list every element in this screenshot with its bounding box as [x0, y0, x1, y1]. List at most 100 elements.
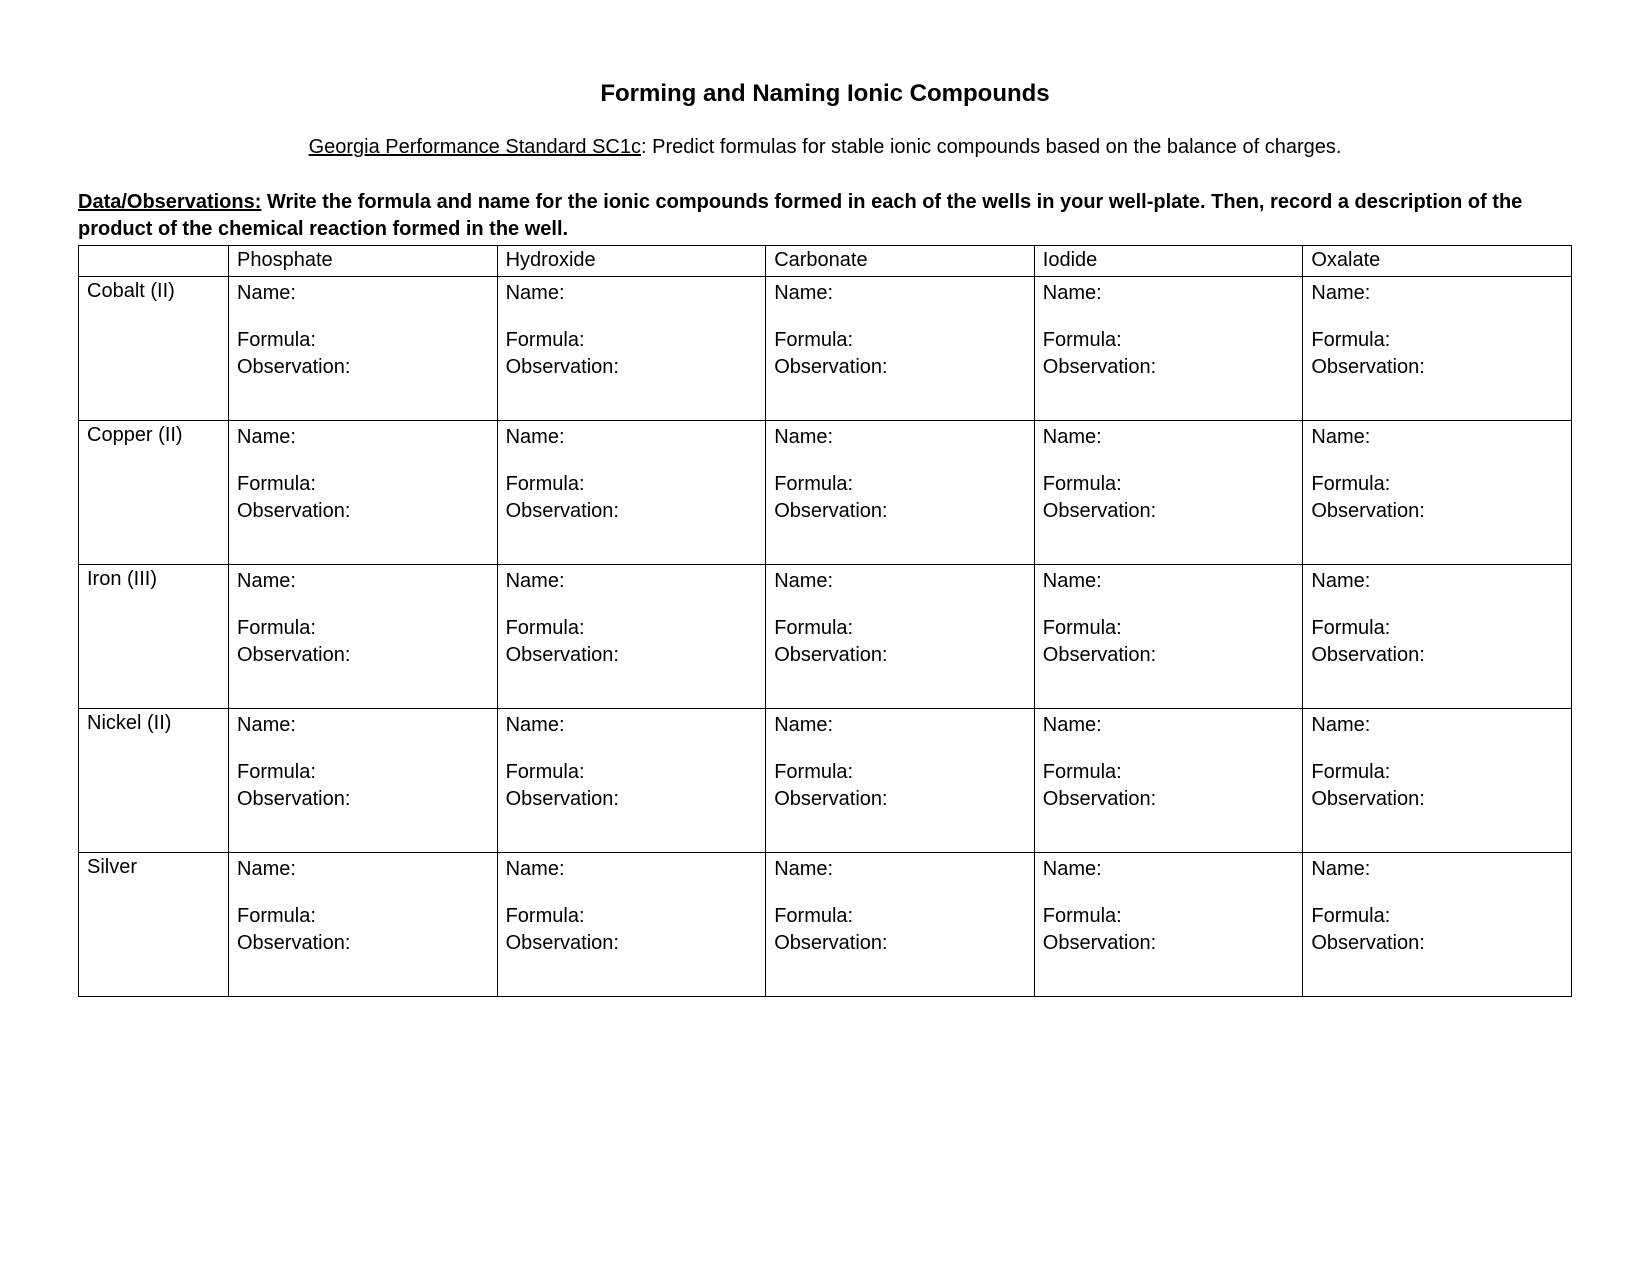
cell-observation-label: Observation:: [1311, 498, 1563, 525]
cell-formula-label: Formula:: [1311, 471, 1563, 498]
cell-name-label: Name:: [774, 280, 1026, 307]
cation-label: Cobalt (II): [79, 277, 229, 421]
header-anion: Oxalate: [1303, 246, 1572, 277]
cell-formula-label: Formula:: [1043, 759, 1295, 786]
data-cell: Name: Formula:Observation:: [1034, 421, 1303, 565]
cell-observation-label: Observation:: [237, 498, 489, 525]
cell-name-label: Name:: [506, 280, 758, 307]
header-anion: Iodide: [1034, 246, 1303, 277]
cell-observation-label: Observation:: [237, 642, 489, 669]
cell-formula-label: Formula:: [1043, 471, 1295, 498]
cell-name-label: Name:: [506, 712, 758, 739]
cell-formula-label: Formula:: [506, 327, 758, 354]
data-cell: Name:Formula:Observation:: [1034, 277, 1303, 421]
cation-label: Copper (II): [79, 421, 229, 565]
standard-label: Georgia Performance Standard SC1c: [309, 136, 641, 158]
cell-formula-label: Formula:: [774, 615, 1026, 642]
cation-label: Silver: [79, 853, 229, 997]
cell-observation-label: Observation:: [237, 786, 489, 813]
cell-name-label: Name:: [237, 712, 489, 739]
cell-formula-label: Formula:: [1311, 903, 1563, 930]
instructions: Data/Observations: Write the formula and…: [78, 189, 1572, 243]
cell-name-label: Name:: [1043, 856, 1295, 883]
cell-name-label: Name:: [1311, 856, 1563, 883]
cell-formula-label: Formula:: [774, 327, 1026, 354]
cell-formula-label: Formula:: [506, 615, 758, 642]
cell-name-label: Name:: [237, 856, 489, 883]
cell-formula-label: Formula:: [1311, 759, 1563, 786]
cell-name-label: Name:: [506, 424, 758, 451]
data-cell: Name: Formula:Observation:: [766, 421, 1035, 565]
cell-formula-label: Formula:: [774, 759, 1026, 786]
cell-observation-label: Observation:: [237, 354, 489, 381]
cell-observation-label: Observation:: [1311, 642, 1563, 669]
cell-observation-label: Observation:: [774, 930, 1026, 957]
data-cell: Name: Formula:Observation:: [229, 421, 498, 565]
cell-formula-label: Formula:: [237, 471, 489, 498]
table-header-row: Phosphate Hydroxide Carbonate Iodide Oxa…: [79, 246, 1572, 277]
cell-formula-label: Formula:: [237, 327, 489, 354]
data-cell: Name:Formula:Observation:: [766, 277, 1035, 421]
cell-formula-label: Formula:: [774, 903, 1026, 930]
cell-observation-label: Observation:: [1311, 930, 1563, 957]
cell-observation-label: Observation:: [1311, 786, 1563, 813]
cation-label: Nickel (II): [79, 709, 229, 853]
cell-observation-label: Observation:: [1043, 786, 1295, 813]
cell-formula-label: Formula:: [506, 903, 758, 930]
cell-name-label: Name:: [237, 424, 489, 451]
cell-observation-label: Observation:: [774, 786, 1026, 813]
data-cell: Name:Formula:Observation:: [766, 709, 1035, 853]
data-cell: Name: Formula:Observation:: [766, 853, 1035, 997]
cell-observation-label: Observation:: [506, 498, 758, 525]
page-title: Forming and Naming Ionic Compounds: [78, 80, 1572, 108]
data-cell: Name: Formula:Observation:: [1034, 709, 1303, 853]
cell-name-label: Name:: [1043, 568, 1295, 595]
data-cell: Name: Formula:Observation:: [1303, 421, 1572, 565]
cell-formula-label: Formula:: [237, 615, 489, 642]
header-anion: Phosphate: [229, 246, 498, 277]
data-cell: Name: Formula:Observation:: [497, 277, 766, 421]
data-cell: Name: Formula:Observation:: [1303, 709, 1572, 853]
data-cell: Name:Formula:Observation:: [497, 565, 766, 709]
data-cell: Name:Formula:Observation:: [1034, 853, 1303, 997]
cell-name-label: Name:: [1311, 424, 1563, 451]
header-anion: Carbonate: [766, 246, 1035, 277]
cell-formula-label: Formula:: [506, 471, 758, 498]
cell-name-label: Name:: [1043, 424, 1295, 451]
data-cell: Name: Formula:Observation:: [229, 565, 498, 709]
cell-name-label: Name:: [237, 568, 489, 595]
data-cell: Name:Formula:Observation:: [229, 277, 498, 421]
cell-name-label: Name:: [774, 568, 1026, 595]
cell-name-label: Name:: [1043, 712, 1295, 739]
cell-observation-label: Observation:: [774, 498, 1026, 525]
cell-name-label: Name:: [1311, 280, 1563, 307]
cell-formula-label: Formula:: [237, 903, 489, 930]
data-cell: Name:Formula:Observation:: [766, 565, 1035, 709]
table-row: Nickel (II) Name:Formula:Observation: Na…: [79, 709, 1572, 853]
cell-formula-label: Formula:: [506, 759, 758, 786]
data-cell: Name:Formula:Observation:: [229, 709, 498, 853]
performance-standard: Georgia Performance Standard SC1c: Predi…: [78, 136, 1572, 159]
cell-observation-label: Observation:: [1043, 498, 1295, 525]
instructions-label: Data/Observations:: [78, 191, 261, 213]
cell-observation-label: Observation:: [506, 786, 758, 813]
table-row: Cobalt (II) Name:Formula:Observation: Na…: [79, 277, 1572, 421]
cell-formula-label: Formula:: [1043, 903, 1295, 930]
cell-observation-label: Observation:: [1311, 354, 1563, 381]
data-cell: Name: Formula:Observation:: [1303, 853, 1572, 997]
cell-name-label: Name:: [506, 856, 758, 883]
cell-observation-label: Observation:: [506, 354, 758, 381]
data-cell: Name:Formula:Observation:: [497, 853, 766, 997]
cell-formula-label: Formula:: [1311, 615, 1563, 642]
cell-observation-label: Observation:: [1043, 642, 1295, 669]
data-cell: Name:Formula:Observation:: [229, 853, 498, 997]
cell-formula-label: Formula:: [1043, 327, 1295, 354]
cell-formula-label: Formula:: [774, 471, 1026, 498]
cation-label: Iron (III): [79, 565, 229, 709]
table-row: Iron (III) Name:Formula:Observation: Nam…: [79, 565, 1572, 709]
cell-name-label: Name:: [774, 424, 1026, 451]
table-row: Copper (II) Name:Formula:Observation: Na…: [79, 421, 1572, 565]
cell-name-label: Name:: [1311, 712, 1563, 739]
cell-name-label: Name:: [774, 856, 1026, 883]
header-anion: Hydroxide: [497, 246, 766, 277]
